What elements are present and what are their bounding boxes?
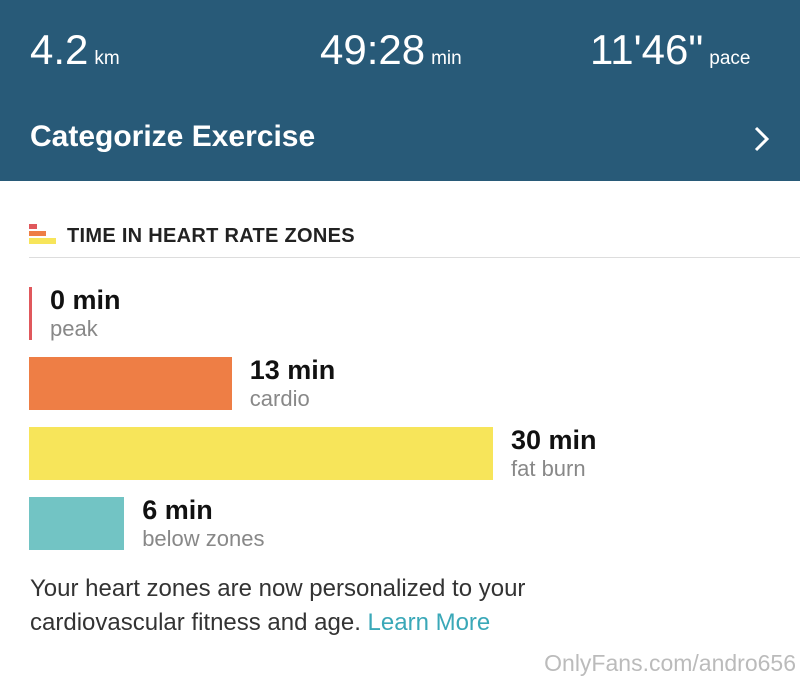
divider <box>29 257 800 258</box>
stat: 49:28 min <box>320 26 462 74</box>
zone-bar <box>29 287 32 340</box>
stat-value: 11'46" <box>590 26 704 73</box>
learn-more-link[interactable]: Learn More <box>367 609 491 636</box>
footer-text: Your heart zones are now personalized to… <box>30 575 526 636</box>
stat-unit: min <box>431 48 462 69</box>
zone-name: peak <box>50 316 98 341</box>
zones-icon <box>29 224 56 244</box>
zone-name: cardio <box>249 386 310 411</box>
categorize-button[interactable]: Categorize Exercise <box>30 120 316 153</box>
zone-value: 30 min <box>511 425 597 455</box>
zone-value: 13 min <box>249 355 336 385</box>
stat-value: 49:28 <box>320 26 426 73</box>
chevron[interactable] <box>752 124 772 154</box>
zone-name: below zones <box>142 526 265 551</box>
stat-value: 4.2 <box>30 26 89 73</box>
watermark: OnlyFans.com/andro656 <box>544 650 796 676</box>
stat: 11'46" pace <box>590 26 750 74</box>
header: 4.2 km 49:28 min 11'46" pace Categorize Exe… <box>0 0 800 181</box>
section-title: TIME IN HEART RATE ZONES <box>67 225 355 247</box>
zone-bar <box>29 497 125 550</box>
zone-name: fat burn <box>511 456 586 481</box>
zone-value: 0 min <box>50 285 121 315</box>
stat-unit: pace <box>709 48 751 69</box>
zone-value: 6 min <box>142 495 213 525</box>
zone-bar <box>29 357 232 410</box>
zone-bar <box>29 427 493 480</box>
footer: Your heart zones are now personalized to… <box>30 572 630 640</box>
stat: 4.2 km <box>30 26 120 74</box>
stat-unit: km <box>94 48 120 69</box>
